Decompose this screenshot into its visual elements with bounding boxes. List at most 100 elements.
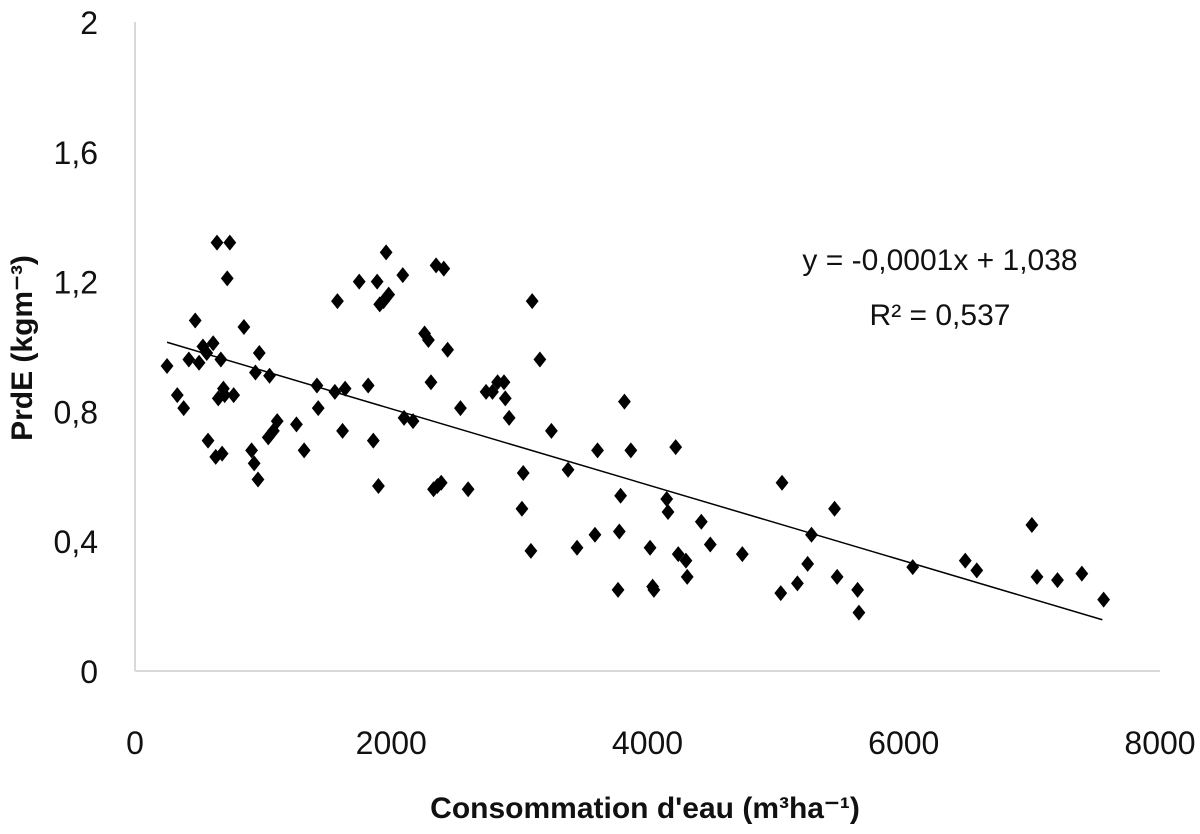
data-point [611, 581, 625, 598]
data-point [252, 344, 266, 361]
data-point [570, 539, 584, 556]
data-point [958, 552, 972, 569]
data-point [479, 383, 493, 400]
data-point [801, 555, 815, 572]
data-point [486, 383, 499, 400]
data-point [382, 286, 396, 303]
data-point [1075, 565, 1089, 582]
data-point [331, 293, 344, 310]
data-point [261, 429, 275, 446]
data-point [397, 409, 411, 426]
data-point [660, 491, 674, 508]
data-point [249, 364, 262, 381]
data-point [516, 465, 530, 482]
trendline-r2: R² = 0,537 [870, 299, 1011, 332]
y-tick-label: 0 [80, 654, 98, 690]
data-point [290, 416, 303, 433]
y-tick-label: 0,8 [54, 394, 98, 430]
data-point [735, 546, 749, 563]
x-tick-label: 0 [126, 725, 144, 761]
data-point [170, 387, 184, 404]
x-tick-label: 6000 [868, 725, 939, 761]
data-point [377, 293, 390, 310]
data-point [427, 481, 440, 498]
data-point [220, 270, 234, 287]
data-point [561, 461, 575, 478]
data-point [612, 523, 626, 540]
x-axis-title: Consommation d'eau (m³ha⁻¹) [430, 792, 860, 825]
data-point [591, 442, 604, 459]
data-point [703, 536, 717, 553]
data-point [188, 312, 202, 329]
data-point [266, 422, 280, 439]
data-points [160, 234, 1111, 621]
y-tick-label: 1,2 [54, 265, 98, 301]
data-point [214, 351, 228, 368]
data-point [647, 581, 661, 598]
data-point [237, 319, 251, 336]
data-point [614, 487, 627, 504]
data-point [352, 273, 366, 290]
data-point [694, 513, 708, 530]
data-point [624, 442, 638, 459]
data-point [263, 367, 276, 384]
data-point [671, 546, 685, 563]
data-point [434, 474, 448, 491]
data-point [669, 439, 683, 456]
trendline [166, 341, 1103, 621]
data-point [370, 273, 384, 290]
data-point [310, 377, 324, 394]
trendline-equation: y = -0,0001x + 1,038 [802, 244, 1077, 277]
data-point [182, 351, 196, 368]
data-point [545, 422, 558, 439]
data-point [245, 442, 258, 459]
data-point [223, 234, 237, 251]
data-point [311, 400, 325, 417]
data-point [525, 293, 539, 310]
data-point [498, 390, 512, 407]
data-point [372, 478, 385, 495]
data-point [1051, 572, 1064, 589]
data-point [206, 335, 220, 352]
data-point [805, 526, 818, 543]
y-axis-title: PrdE (kgm⁻³) [6, 255, 39, 441]
data-point [338, 380, 352, 397]
trendline-group [166, 341, 1103, 621]
data-point [218, 387, 232, 404]
data-point [774, 585, 788, 602]
data-point [424, 374, 438, 391]
data-point [379, 244, 393, 261]
data-point [418, 325, 431, 342]
data-point [1097, 591, 1111, 608]
data-point [215, 445, 229, 462]
data-point [429, 257, 443, 274]
data-point [830, 568, 844, 585]
data-point [396, 267, 410, 284]
x-tick-label: 4000 [612, 725, 683, 761]
data-point [192, 354, 206, 371]
data-point [775, 474, 789, 491]
data-point [533, 351, 547, 368]
data-point [970, 562, 984, 579]
data-point [828, 500, 841, 517]
data-point [618, 393, 631, 410]
x-tick-label: 8000 [1124, 725, 1195, 761]
data-point [679, 552, 693, 569]
data-point [497, 374, 511, 391]
data-point [491, 374, 504, 391]
data-point [270, 413, 284, 430]
y-tick-label: 1,6 [54, 135, 98, 171]
data-point [406, 413, 420, 430]
data-point [524, 542, 538, 559]
data-point [422, 332, 435, 349]
data-point [588, 526, 602, 543]
data-point [906, 559, 920, 576]
y-tick-label: 2 [80, 5, 98, 41]
data-point [251, 471, 265, 488]
data-point [328, 383, 342, 400]
data-point [515, 500, 529, 517]
data-point [177, 400, 191, 417]
x-tick-labels: 0 2000 4000 6000 8000 [126, 725, 1195, 761]
x-tick-label: 2000 [356, 725, 427, 761]
